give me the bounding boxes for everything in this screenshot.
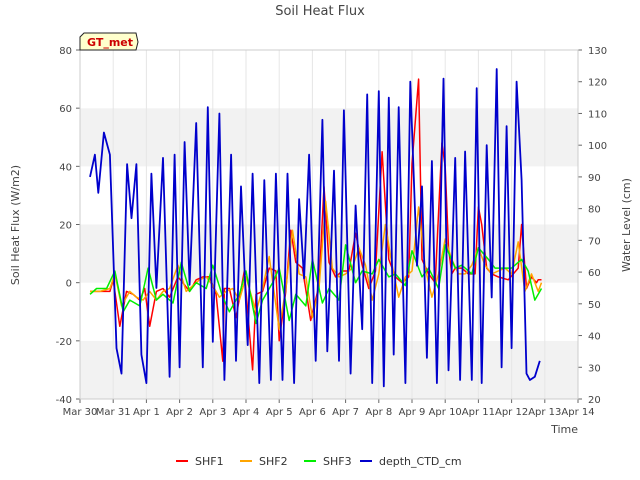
- y-tick-label: -40: [56, 395, 72, 406]
- y2-tick-label: 60: [588, 268, 601, 279]
- y-tick-label: 40: [59, 162, 72, 173]
- y-tick-label: 0: [66, 279, 72, 290]
- y-tick-label: -20: [56, 337, 72, 348]
- y2-tick-label: 40: [588, 332, 601, 343]
- x-tick-label: Apr 11: [462, 407, 495, 418]
- x-tick-label: Apr 1: [133, 407, 160, 418]
- y2-tick-label: 30: [588, 363, 601, 374]
- y2-tick-label: 90: [588, 173, 601, 184]
- y2-tick-label: 100: [588, 141, 607, 152]
- legend: SHF1 SHF2 SHF3 depth_CTD_cm: [176, 455, 462, 468]
- series-line-shf2: [90, 200, 543, 330]
- x-tick-label: Apr 10: [429, 407, 462, 418]
- x-tick-label: Apr 2: [166, 407, 193, 418]
- y2-tick-label: 50: [588, 300, 601, 311]
- data-series: [89, 68, 543, 388]
- x-tick-label: Apr 6: [299, 407, 326, 418]
- background-band: [80, 50, 578, 109]
- y2-tick-label: 110: [588, 109, 607, 120]
- legend-label: depth_CTD_cm: [379, 455, 462, 468]
- y2-tick-label: 130: [588, 46, 607, 57]
- x-tick-label: Mar 31: [96, 407, 131, 418]
- background-band: [80, 166, 578, 225]
- x-tick-label: Apr 9: [399, 407, 426, 418]
- x-tick-label: Apr 14: [561, 407, 594, 418]
- y2-tick-label: 20: [588, 395, 601, 406]
- x-tick-label: Apr 4: [233, 407, 260, 418]
- station-badge-box: [79, 32, 139, 51]
- background-band: [80, 108, 578, 167]
- station-badge: GT_met: [79, 32, 139, 51]
- legend-label: SHF3: [323, 455, 352, 468]
- background-band: [80, 340, 578, 399]
- x-tick-label: Apr 13: [528, 407, 561, 418]
- x-tick-label: Apr 12: [495, 407, 528, 418]
- x-tick-label: Apr 5: [266, 407, 293, 418]
- y-tick-label: 80: [59, 46, 72, 57]
- series-line-depth-ctd-cm: [89, 68, 541, 388]
- y2-tick-label: 120: [588, 78, 607, 89]
- y-tick-label: 60: [59, 104, 72, 115]
- legend-label: SHF1: [195, 455, 224, 468]
- plot-frame: [79, 49, 579, 400]
- y2-tick-label: 70: [588, 236, 601, 247]
- x-tick-label: Apr 7: [332, 407, 359, 418]
- chart-title: Soil Heat Flux: [275, 4, 365, 19]
- station-badge-label: GT_met: [87, 36, 133, 49]
- legend-label: SHF2: [259, 455, 288, 468]
- background-bands: [80, 50, 578, 399]
- y-tick-label: 20: [59, 221, 72, 232]
- x-tick-label: Apr 3: [199, 407, 226, 418]
- x-tick-label: Apr 8: [365, 407, 392, 418]
- x-tick-label: Mar 30: [63, 407, 98, 418]
- y2-tick-label: 80: [588, 205, 601, 216]
- x-axis-label: Time: [550, 423, 578, 436]
- y-axis-label: Soil Heat Flux (W/m2): [9, 165, 22, 285]
- y2-axis-label: Water Level (cm): [620, 178, 633, 272]
